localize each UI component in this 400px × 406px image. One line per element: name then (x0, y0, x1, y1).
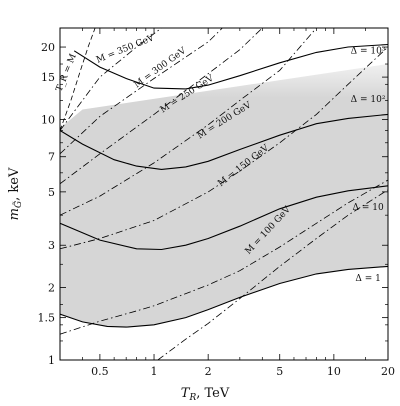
y-tick-label: 20 (41, 41, 55, 54)
curve-mass-10 (60, 179, 388, 335)
x-tick-label: 10 (327, 365, 341, 378)
curve-label: Δ = 10 (352, 203, 383, 213)
y-tick-label: 1 (48, 354, 55, 367)
curve-mass-7 (60, 28, 263, 185)
curve-delta-0 (60, 265, 388, 328)
y-axis-label: mG̃, keV (7, 167, 24, 220)
curve-label: Δ = 10² (351, 95, 386, 105)
curve-label: Δ = 1 (355, 274, 381, 284)
y-tick-label: 5 (48, 186, 55, 199)
curve-mass-11 (157, 189, 388, 360)
curve-mass-5 (60, 28, 162, 131)
shaded-region (60, 64, 388, 328)
y-tick-label: 2 (48, 282, 55, 295)
plot-area (60, 28, 388, 360)
axis-ticks: 0.5 1 2 5 10 20 1 1.5 2 3 5 7 10 15 20 (38, 28, 395, 378)
y-tick-label: 7 (48, 151, 55, 164)
y-tick-label: 3 (48, 239, 55, 252)
curve-mass-8 (60, 28, 317, 216)
curve-delta-3 (73, 43, 388, 90)
curve-mass-6 (60, 28, 223, 155)
y-tick-label: 10 (41, 113, 55, 126)
y-tick-label: 1.5 (38, 312, 56, 325)
y-tick-label: 15 (41, 71, 55, 84)
shading-fade (60, 28, 388, 98)
curve-delta-2 (60, 113, 388, 170)
x-axis-label: TR, TeV (181, 386, 230, 403)
x-tick-label: 0.5 (91, 365, 109, 378)
x-tick-label: 1 (151, 365, 158, 378)
plot-frame (59, 27, 389, 361)
x-tick-label: 2 (205, 365, 212, 378)
x-tick-label: 20 (381, 365, 395, 378)
x-tick-label: 5 (276, 365, 283, 378)
curve-label: Δ = 10³ (351, 47, 386, 57)
curve-delta-1 (60, 185, 388, 251)
curve-mass-9 (60, 46, 388, 250)
